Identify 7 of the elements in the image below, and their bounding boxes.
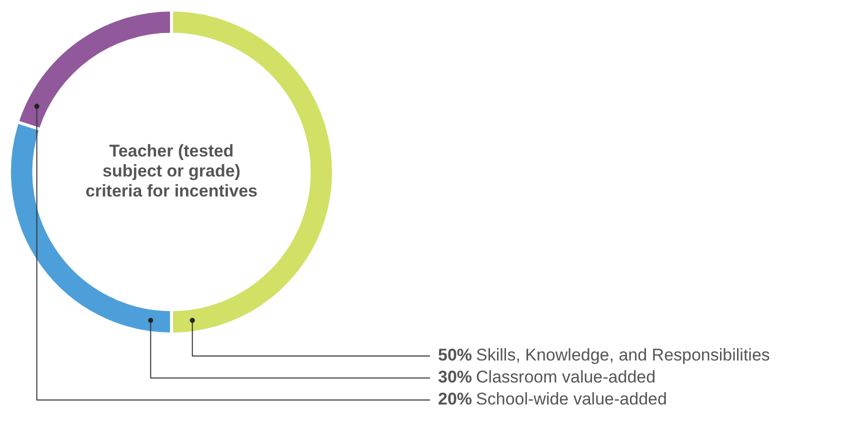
data-label: 50% bbox=[438, 346, 472, 365]
data-label: 30% bbox=[438, 368, 472, 387]
slice-label: Skills, Knowledge, and Responsibilities bbox=[476, 346, 770, 365]
slice-label: Classroom value-added bbox=[476, 368, 656, 387]
slice-label: School-wide value-added bbox=[476, 390, 667, 409]
data-label: 20% bbox=[438, 390, 472, 409]
text: Teacher (tested subject or grade) criteria for incentives bbox=[86, 142, 258, 201]
